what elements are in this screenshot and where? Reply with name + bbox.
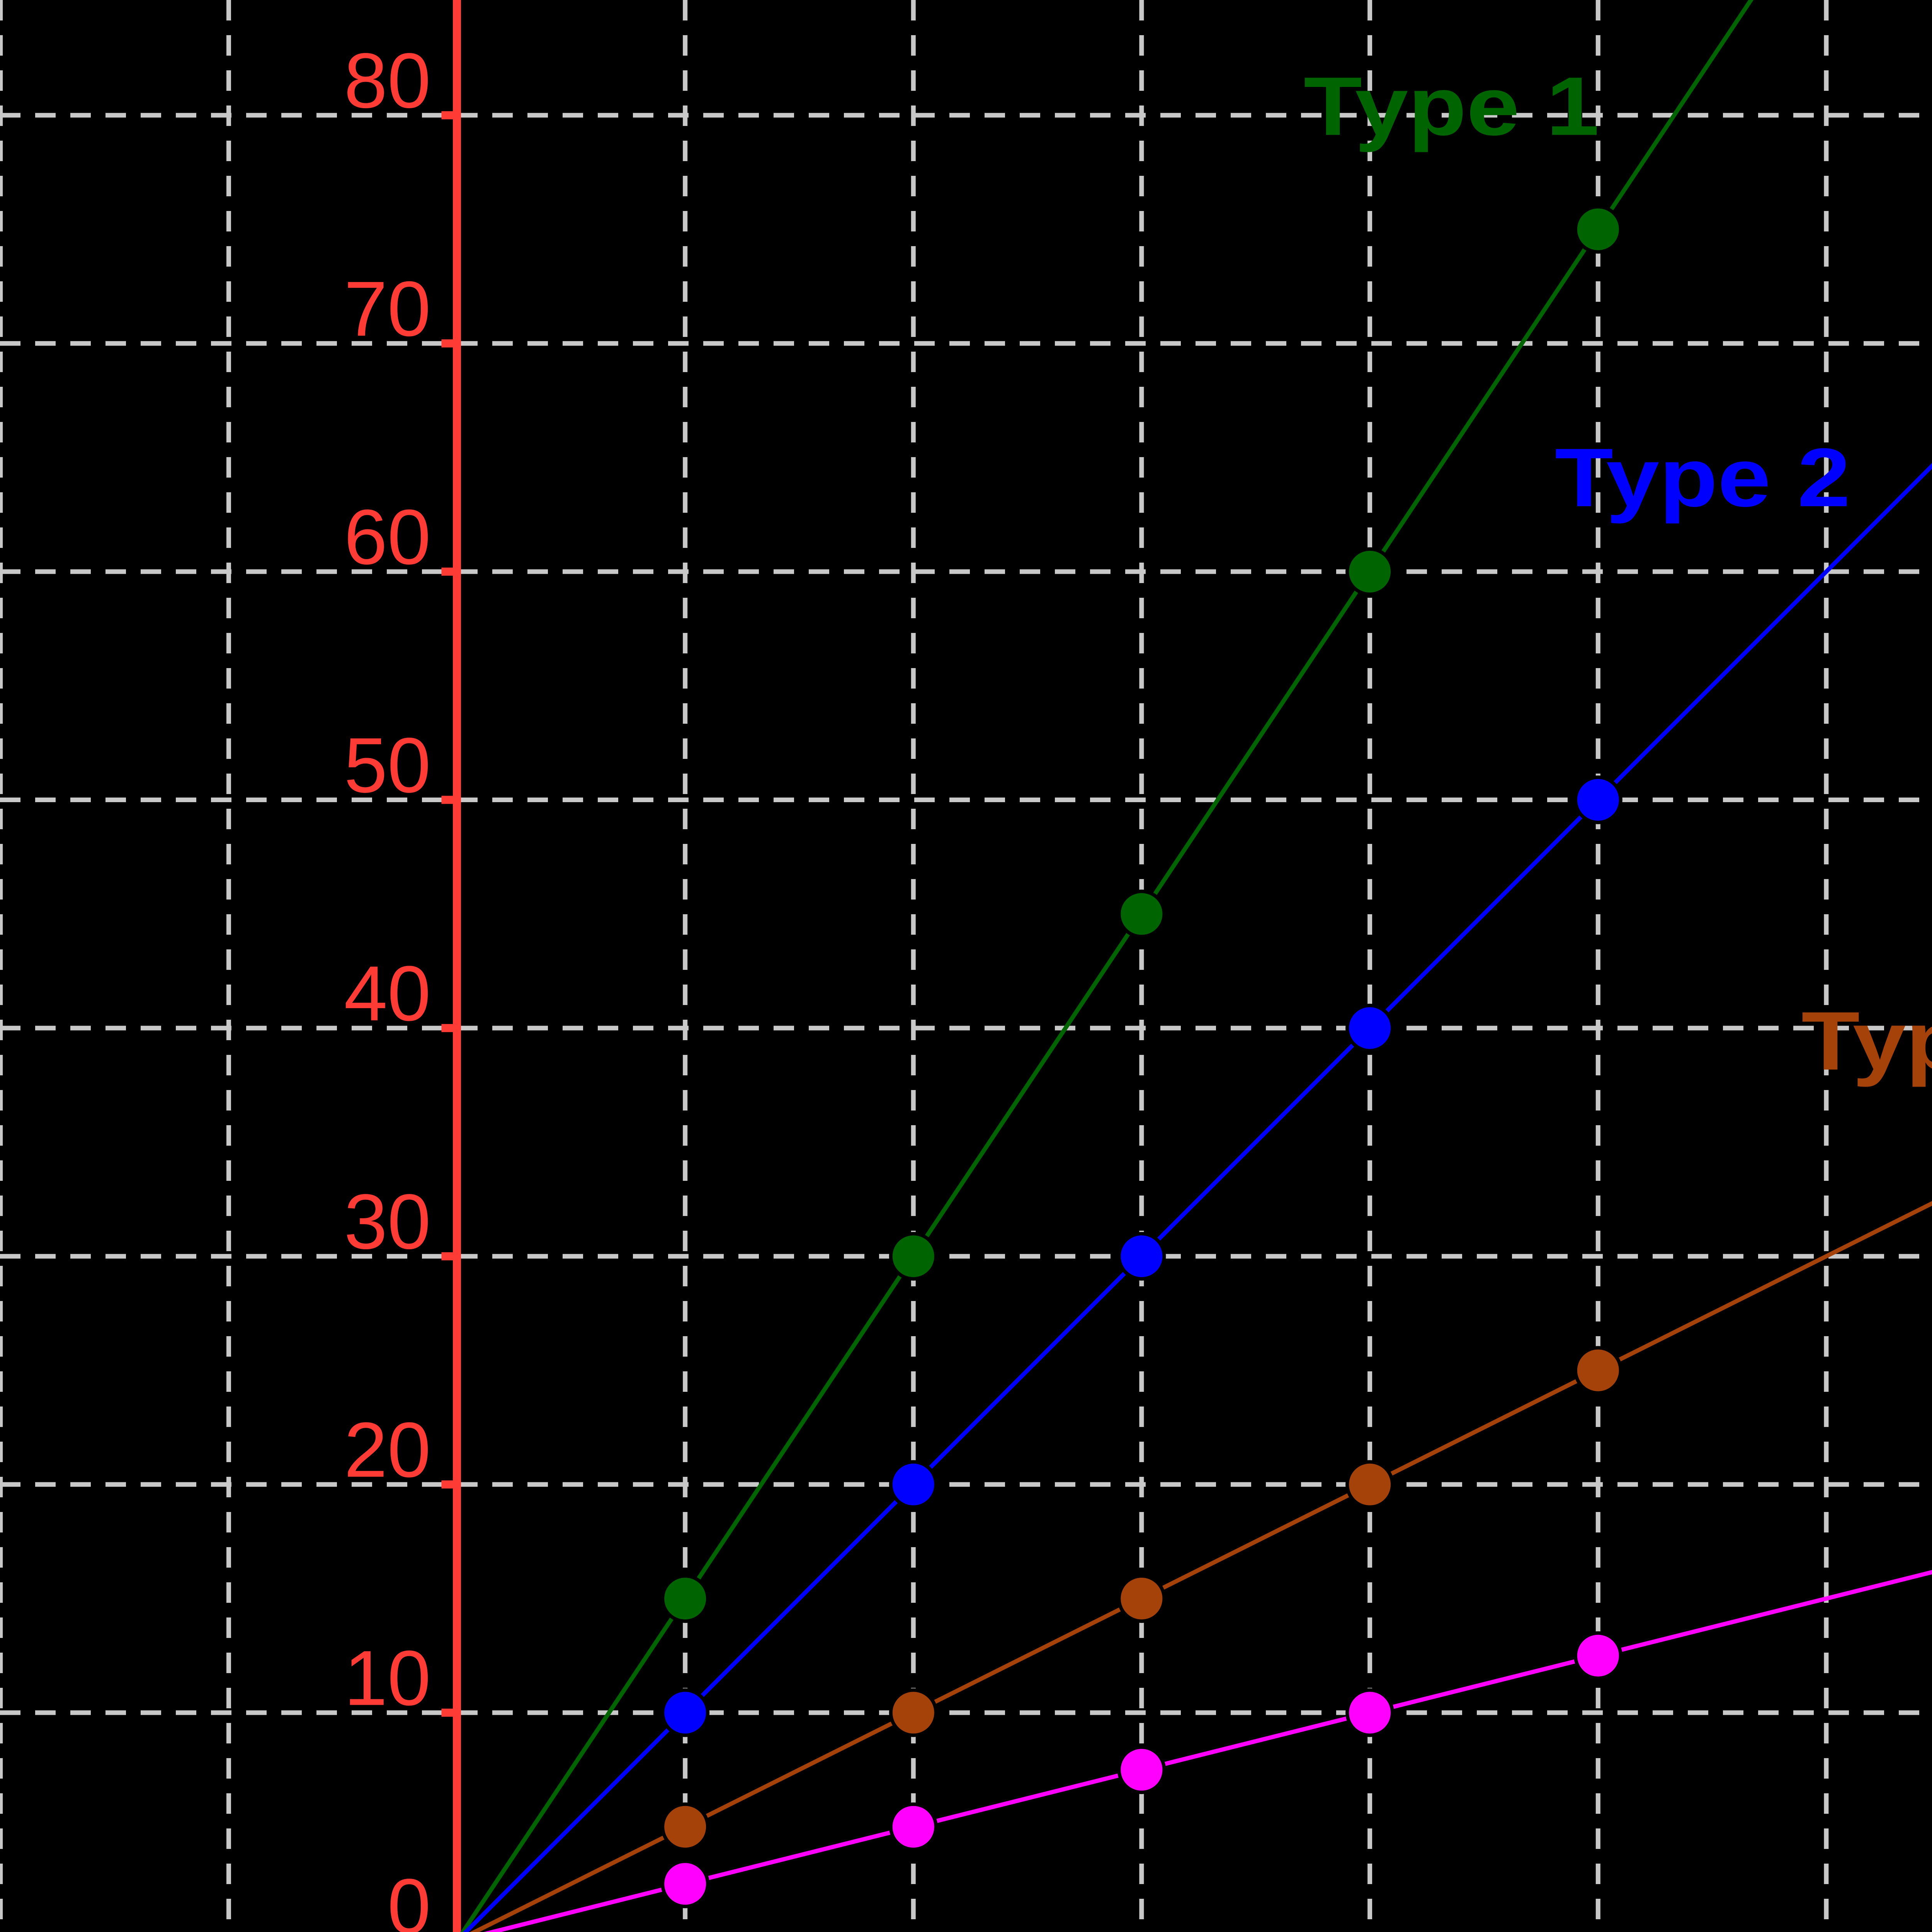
svg-text:0: 0 (388, 1862, 431, 1932)
svg-text:80: 80 (344, 37, 431, 124)
svg-text:30: 30 (344, 1178, 431, 1265)
svg-text:50: 50 (344, 721, 431, 809)
svg-text:Type 1: Type 1 (1304, 60, 1599, 153)
svg-text:20: 20 (344, 1406, 431, 1493)
svg-text:70: 70 (344, 265, 431, 352)
svg-text:40: 40 (344, 950, 431, 1037)
svg-text:10: 10 (344, 1634, 431, 1721)
svg-text:Type 3: Type 3 (1801, 994, 1932, 1087)
svg-text:60: 60 (344, 493, 431, 580)
svg-text:Type 2: Type 2 (1555, 431, 1850, 524)
